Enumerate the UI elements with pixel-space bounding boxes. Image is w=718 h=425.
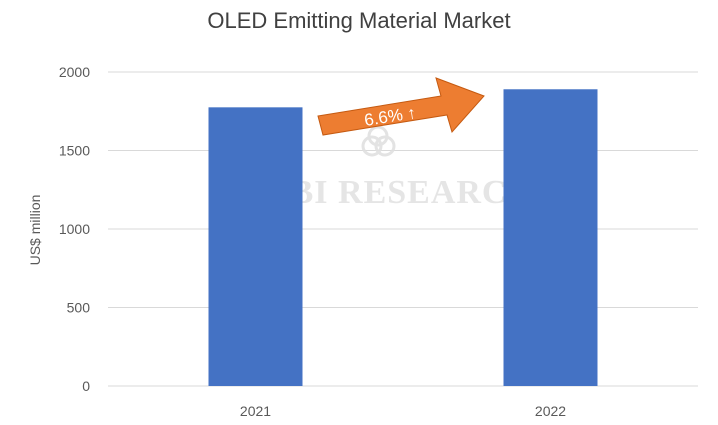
- y-tick-labels: 0 500 1000 1500 2000: [59, 64, 90, 394]
- arrow-icon: [317, 77, 485, 136]
- x-tick-labels: 2021 2022: [240, 403, 566, 419]
- x-tick-label-2022: 2022: [535, 403, 566, 419]
- y-tick-label-2000: 2000: [59, 64, 90, 80]
- bar-2022: [503, 89, 598, 387]
- watermark-logo: UBI RESEARCH: [265, 125, 535, 211]
- y-tick-label-500: 500: [67, 300, 91, 316]
- x-tick-label-2021: 2021: [240, 403, 271, 419]
- growth-arrow-annotation: 6.6% ↑: [317, 77, 485, 136]
- gridlines: [108, 71, 698, 387]
- y-axis-label: US$ million: [27, 195, 43, 266]
- bar-2021: [208, 107, 303, 386]
- bars: [208, 89, 598, 387]
- y-tick-label-1500: 1500: [59, 143, 90, 159]
- chart-title: OLED Emitting Material Market: [207, 8, 510, 33]
- watermark-flower-icon: [361, 125, 396, 157]
- y-tick-label-0: 0: [82, 378, 90, 394]
- y-tick-label-1000: 1000: [59, 221, 90, 237]
- watermark-text: UBI RESEARCH: [265, 174, 535, 211]
